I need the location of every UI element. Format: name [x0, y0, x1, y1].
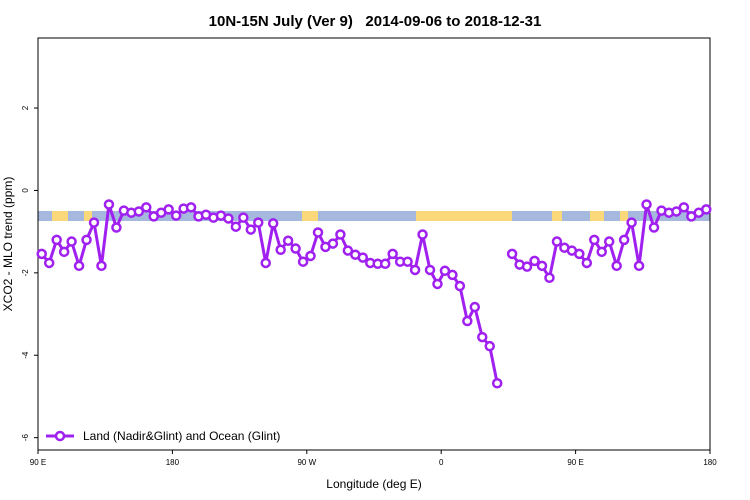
point	[282, 235, 294, 246]
point	[648, 222, 660, 233]
point	[611, 260, 622, 272]
point	[335, 229, 346, 240]
point	[238, 212, 249, 223]
point	[73, 260, 85, 272]
land-patch	[552, 211, 562, 221]
point	[387, 248, 398, 260]
point	[536, 260, 548, 272]
point	[454, 280, 466, 292]
point	[170, 210, 182, 221]
x-tick-label: 90 E	[30, 458, 46, 467]
land-patch	[620, 211, 628, 221]
point	[447, 269, 458, 281]
x-tick-label: 90 E	[567, 458, 583, 467]
land-patch	[84, 211, 92, 221]
y-tick-label: 2	[21, 105, 30, 110]
point	[81, 234, 92, 246]
point	[275, 244, 286, 256]
point	[402, 256, 413, 267]
point	[603, 236, 615, 247]
point	[626, 217, 637, 228]
point	[409, 264, 421, 276]
point	[253, 217, 264, 228]
x-tick-label: 180	[703, 458, 717, 467]
y-tick-label: -6	[21, 434, 30, 442]
point	[477, 331, 488, 343]
point	[633, 260, 645, 272]
chart-title: 10N-15N July (Ver 9) 2014-09-06 to 2018-…	[209, 13, 542, 30]
y-tick-label: -4	[21, 351, 30, 359]
point	[141, 202, 152, 213]
point	[506, 248, 518, 260]
point	[641, 199, 652, 210]
point	[357, 252, 369, 263]
point	[581, 257, 593, 269]
point	[521, 261, 533, 272]
map-strip	[38, 211, 710, 221]
point	[245, 224, 257, 235]
point	[58, 246, 70, 258]
point	[596, 246, 607, 258]
point	[671, 206, 682, 217]
ocean-strip	[38, 211, 710, 221]
point	[574, 248, 585, 260]
point	[618, 234, 630, 246]
point	[103, 199, 115, 210]
y-tick-label: 0	[21, 188, 30, 193]
point	[133, 206, 145, 217]
point	[462, 315, 473, 327]
land-patch	[590, 211, 604, 221]
x-axis-label: Longitude (deg E)	[326, 477, 421, 491]
point	[297, 256, 309, 267]
point	[432, 278, 443, 290]
point	[678, 202, 690, 213]
point	[342, 245, 354, 256]
point	[267, 218, 279, 229]
land-patch	[52, 211, 68, 221]
land-patch	[302, 211, 318, 221]
point	[379, 258, 391, 270]
legend-label: Land (Nadir&Glint) and Ocean (Glint)	[83, 429, 280, 443]
x-tick-label: 90 W	[297, 458, 316, 467]
point	[36, 248, 47, 260]
point	[469, 301, 481, 313]
point	[544, 272, 555, 284]
point	[230, 221, 242, 232]
point	[111, 222, 122, 233]
point	[51, 234, 62, 246]
legend-marker	[54, 430, 66, 442]
y-tick-label: -2	[21, 269, 30, 277]
point	[163, 204, 174, 215]
x-tick-label: 180	[166, 458, 180, 467]
point	[185, 202, 197, 213]
point	[484, 340, 495, 352]
point	[43, 257, 55, 269]
point	[312, 227, 324, 238]
point	[96, 260, 107, 272]
point	[589, 234, 600, 246]
x-tick-label: 0	[439, 458, 444, 467]
point	[88, 217, 100, 228]
point	[327, 238, 339, 249]
point	[529, 255, 540, 267]
point	[551, 236, 563, 247]
plot-frame	[37, 37, 711, 451]
point	[424, 264, 436, 276]
point	[260, 257, 271, 269]
point	[701, 204, 712, 215]
land-patch	[416, 211, 512, 221]
point	[66, 236, 77, 247]
point	[223, 213, 234, 224]
point	[305, 250, 316, 262]
point	[290, 243, 301, 254]
point	[439, 265, 451, 277]
y-axis-label: XCO2 - MLO trend (ppm)	[1, 177, 15, 312]
point	[491, 378, 503, 389]
point	[417, 229, 428, 240]
